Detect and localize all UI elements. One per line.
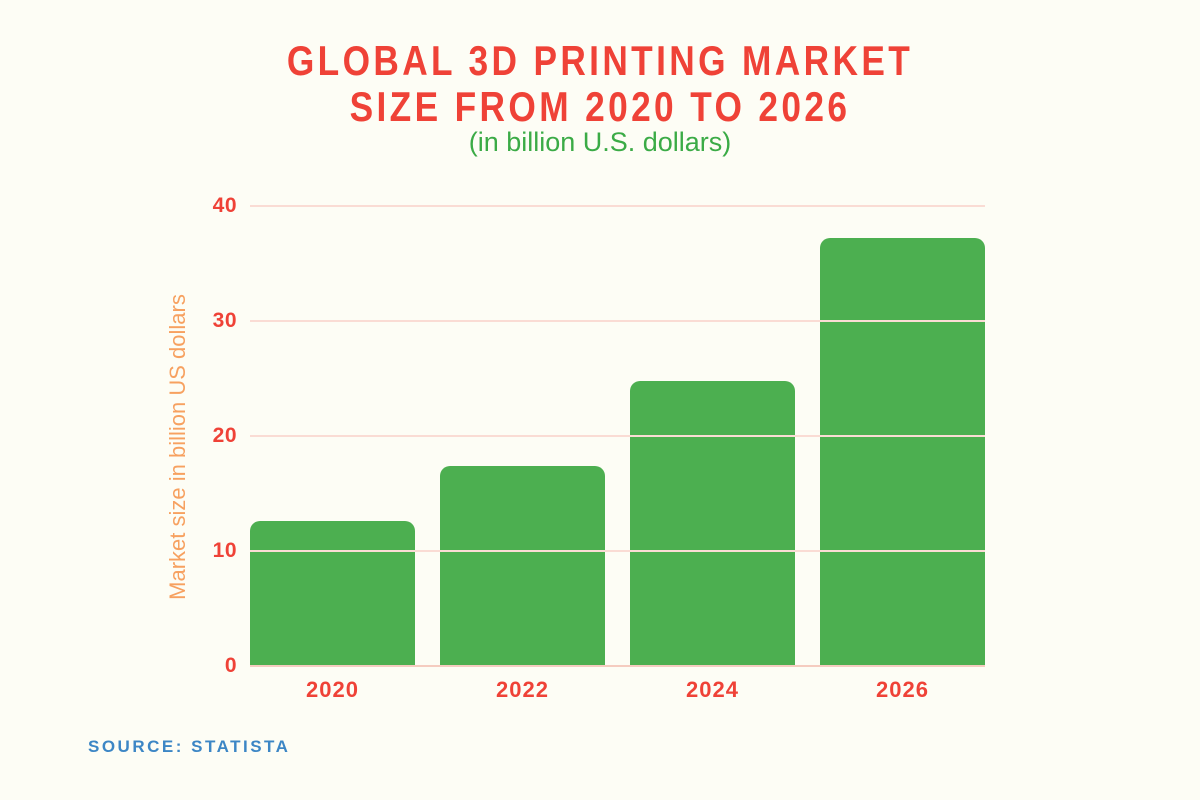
bar-group-2026: 2026 [820,206,985,702]
y-tick-label-30: 30 [212,309,237,332]
chart-title-line1: GLOBAL 3D PRINTING MARKET [286,37,914,84]
x-tick-label-2024: 2024 [686,677,739,702]
chart-title: GLOBAL 3D PRINTING MARKET SIZE FROM 2020… [96,37,1104,131]
y-tick-label-20: 20 [212,424,237,447]
gridline-y-30 [250,320,985,322]
gridline-y-10 [250,550,985,552]
plot-area: 2020 2022 2024 2026 0 10 20 30 40 [213,195,985,702]
chart-title-line2: SIZE FROM 2020 TO 2026 [349,83,851,131]
y-tick-label-40: 40 [212,194,237,217]
y-tick-label-10: 10 [212,539,237,562]
chart-subtitle: (in billion U.S. dollars) [468,127,732,157]
x-tick-label-2022: 2022 [496,677,549,702]
gridline-y-20 [250,435,985,437]
bar-2026 [820,238,985,666]
bars-container: 2020 2022 2024 2026 [250,206,985,702]
bar-2024 [630,380,795,666]
bar-2020 [250,521,415,666]
gridline-y-40 [250,205,985,207]
bar-group-2020: 2020 [250,206,415,702]
x-axis-baseline [250,665,985,667]
y-tick-label-0: 0 [224,654,237,677]
bar-group-2024: 2024 [630,206,795,702]
x-tick-label-2020: 2020 [306,677,359,702]
source-attribution: SOURCE: STATISTA [88,737,291,756]
bar-group-2022: 2022 [440,206,605,702]
x-tick-label-2026: 2026 [876,677,929,702]
bar-2022 [440,465,605,666]
